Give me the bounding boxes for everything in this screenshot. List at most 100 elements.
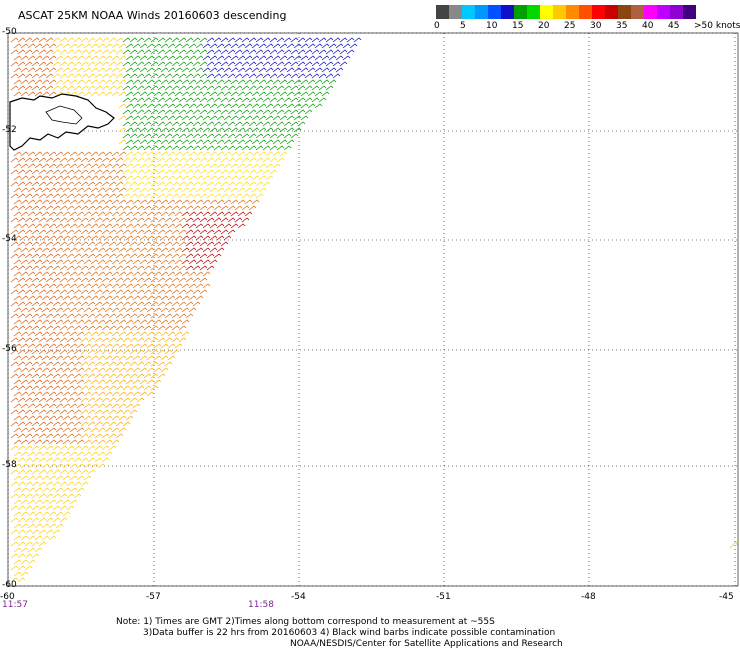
wind-barb	[223, 43, 232, 49]
wind-barb	[101, 313, 110, 319]
wind-barb	[129, 145, 138, 151]
wind-barb	[167, 307, 176, 313]
wind-barb	[143, 205, 152, 211]
wind-barb	[48, 175, 57, 181]
wind-barb	[139, 187, 148, 193]
wind-barb	[258, 187, 267, 193]
wind-barb	[80, 469, 89, 475]
colorbar-cell	[501, 5, 514, 19]
wind-barb	[307, 103, 316, 109]
wind-barb	[167, 151, 176, 157]
wind-barb	[73, 397, 82, 403]
wind-barb	[24, 493, 33, 499]
wind-barb	[153, 223, 162, 229]
wind-barb	[332, 61, 341, 67]
wind-barb	[244, 43, 253, 49]
wind-barb	[111, 43, 120, 49]
wind-barb	[10, 505, 19, 511]
wind-barb	[13, 211, 22, 217]
wind-barb	[66, 61, 75, 67]
wind-barb	[104, 175, 113, 181]
wind-barb	[325, 49, 334, 55]
wind-barb	[206, 121, 215, 127]
wind-barb	[150, 109, 159, 115]
wind-barb	[195, 283, 204, 289]
wind-barb	[97, 367, 106, 373]
wind-barb	[213, 193, 222, 199]
wind-barb	[20, 163, 29, 169]
wind-barb	[164, 49, 173, 55]
wind-barb	[143, 97, 152, 103]
wind-barb	[20, 559, 29, 565]
wind-barb	[244, 103, 253, 109]
wind-barb	[167, 283, 176, 289]
wind-barb	[202, 151, 211, 157]
wind-barb	[73, 385, 82, 391]
wind-barb	[38, 289, 47, 295]
wind-barb	[255, 97, 264, 103]
wind-barb	[108, 349, 117, 355]
wind-barb	[129, 289, 138, 295]
wind-barb	[94, 193, 103, 199]
wind-barb	[314, 55, 323, 61]
wind-barb	[139, 43, 148, 49]
wind-barb	[38, 193, 47, 199]
wind-barb	[202, 91, 211, 97]
wind-barb	[125, 67, 134, 73]
wind-barb	[27, 259, 36, 265]
wind-barb	[108, 373, 117, 379]
wind-barb	[223, 223, 232, 229]
wind-barb	[13, 43, 22, 49]
wind-barb	[244, 115, 253, 121]
wind-speed-colorbar	[436, 5, 696, 19]
wind-barb	[178, 97, 187, 103]
wind-barb	[181, 235, 190, 241]
wind-barbs	[10, 37, 739, 583]
wind-barb	[206, 241, 215, 247]
wind-barb	[122, 301, 131, 307]
wind-barb	[122, 133, 131, 139]
wind-barb	[90, 331, 99, 337]
wind-barb	[62, 67, 71, 73]
wind-barb	[304, 85, 313, 91]
colorbar-cell	[540, 5, 553, 19]
wind-barb	[62, 283, 71, 289]
wind-barb	[62, 271, 71, 277]
wind-barb	[195, 211, 204, 217]
wind-barb	[97, 247, 106, 253]
wind-barb	[241, 193, 250, 199]
wind-barb	[69, 55, 78, 61]
wind-barb	[48, 355, 57, 361]
wind-barb	[38, 457, 47, 463]
wind-barb	[136, 85, 145, 91]
wind-barb	[115, 61, 124, 67]
wind-barb	[13, 247, 22, 253]
wind-barb	[160, 235, 169, 241]
wind-barb	[111, 391, 120, 397]
wind-barb	[286, 115, 295, 121]
wind-barb	[41, 499, 50, 505]
wind-barb	[237, 151, 246, 157]
wind-barb	[20, 43, 29, 49]
wind-barb	[220, 193, 229, 199]
wind-barb	[52, 457, 61, 463]
wind-barb	[164, 97, 173, 103]
wind-barb	[31, 49, 40, 55]
wind-barb	[76, 175, 85, 181]
wind-barb	[48, 415, 57, 421]
wind-barb	[230, 139, 239, 145]
wind-barb	[234, 217, 243, 223]
wind-barb	[181, 43, 190, 49]
wind-barb	[136, 397, 145, 403]
wind-barb	[45, 445, 54, 451]
wind-barb	[181, 319, 190, 325]
wind-barb	[237, 79, 246, 85]
wind-barb	[164, 37, 173, 43]
wind-barb	[111, 283, 120, 289]
wind-barb	[38, 157, 47, 163]
wind-barb	[90, 43, 99, 49]
wind-barb	[69, 271, 78, 277]
wind-barb	[69, 259, 78, 265]
wind-barb	[276, 49, 285, 55]
wind-barb	[76, 307, 85, 313]
